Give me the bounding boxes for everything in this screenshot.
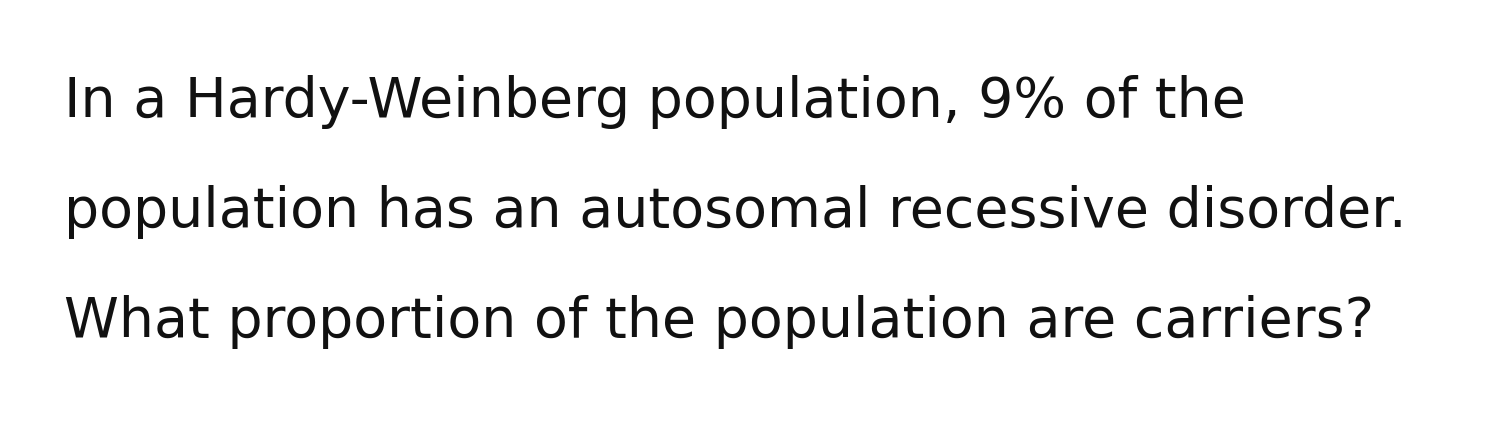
Text: population has an autosomal recessive disorder.: population has an autosomal recessive di… xyxy=(64,185,1407,239)
Text: What proportion of the population are carriers?: What proportion of the population are ca… xyxy=(64,295,1374,349)
Text: In a Hardy-Weinberg population, 9% of the: In a Hardy-Weinberg population, 9% of th… xyxy=(64,75,1246,129)
